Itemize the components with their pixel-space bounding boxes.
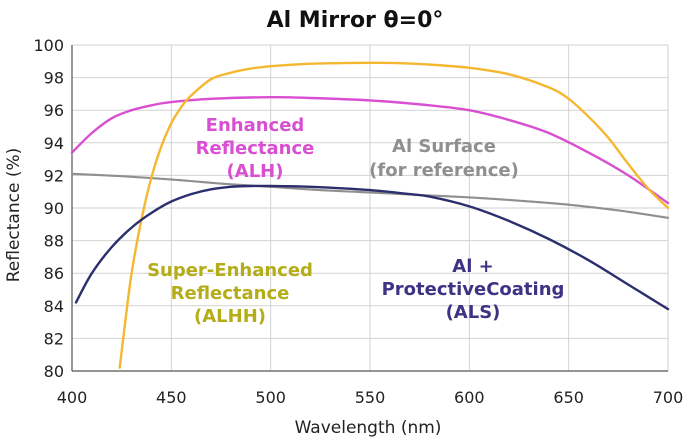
al-surface-line — [70, 172, 670, 219]
x-tick-label: 500 — [255, 388, 286, 407]
x-tick-label: 650 — [553, 388, 584, 407]
alhh-label-line: Super-Enhanced — [147, 260, 313, 281]
alhh-label-line: Reflectance — [171, 283, 290, 304]
als-label-line: (ALS) — [446, 302, 501, 323]
y-axis-label: Reflectance (%) — [4, 148, 24, 283]
y-tick-label: 94 — [44, 134, 64, 153]
x-tick-label: 450 — [156, 388, 187, 407]
y-tick-label: 86 — [44, 264, 64, 283]
x-tick-label: 550 — [355, 388, 386, 407]
y-tick-label: 80 — [44, 362, 64, 381]
y-tick-label: 88 — [44, 232, 64, 251]
y-tick-label: 98 — [44, 69, 64, 88]
alhh-line — [118, 61, 670, 369]
al-surface-label-line: (for reference) — [369, 160, 519, 181]
als-label-line: Al + — [452, 256, 493, 277]
alhh-label-line: (ALHH) — [194, 306, 266, 327]
als-line — [74, 184, 670, 311]
x-tick-label: 700 — [653, 388, 684, 407]
als-label-line: ProtectiveCoating — [382, 279, 565, 300]
y-tick-label: 96 — [44, 101, 64, 120]
x-tick-label: 400 — [57, 388, 88, 407]
alh-label-line: Enhanced — [206, 115, 305, 136]
y-tick-labels: 80 82 84 86 88 90 92 94 96 98 100 — [33, 36, 64, 381]
chart-title: Al Mirror θ=0° — [267, 8, 444, 33]
al-surface-label-line: Al Surface — [392, 136, 496, 157]
series-lines — [70, 61, 670, 369]
axes — [71, 45, 668, 372]
y-tick-label: 90 — [44, 199, 64, 218]
alh-label-line: Reflectance — [196, 138, 315, 159]
alh-line — [70, 95, 670, 205]
y-tick-label: 84 — [44, 297, 64, 316]
y-tick-label: 100 — [33, 36, 64, 55]
x-tick-label: 600 — [454, 388, 485, 407]
x-axis-label: Wavelength (nm) — [295, 418, 442, 438]
x-tick-labels: 400 450 500 550 600 650 700 — [57, 388, 684, 407]
y-tick-label: 92 — [44, 166, 64, 185]
alh-label-line: (ALH) — [227, 161, 284, 182]
y-tick-label: 82 — [44, 329, 64, 348]
